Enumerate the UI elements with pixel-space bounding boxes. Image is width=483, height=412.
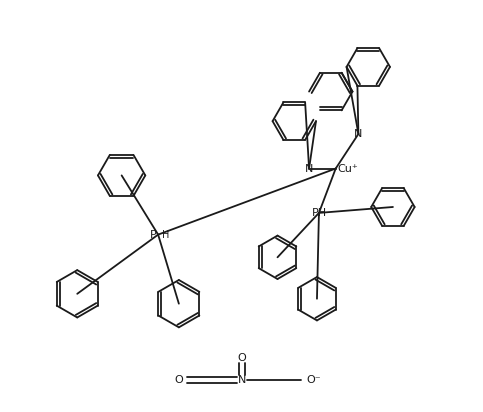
Text: P: P bbox=[149, 229, 156, 240]
Text: N: N bbox=[238, 375, 246, 385]
Text: Cu⁺: Cu⁺ bbox=[338, 164, 358, 173]
Text: PH: PH bbox=[312, 208, 327, 218]
Text: N: N bbox=[354, 129, 363, 139]
Text: O⁻: O⁻ bbox=[306, 375, 321, 385]
Text: O: O bbox=[174, 375, 183, 385]
Text: H: H bbox=[162, 229, 170, 240]
Text: O: O bbox=[238, 353, 246, 363]
Text: N: N bbox=[305, 164, 313, 173]
